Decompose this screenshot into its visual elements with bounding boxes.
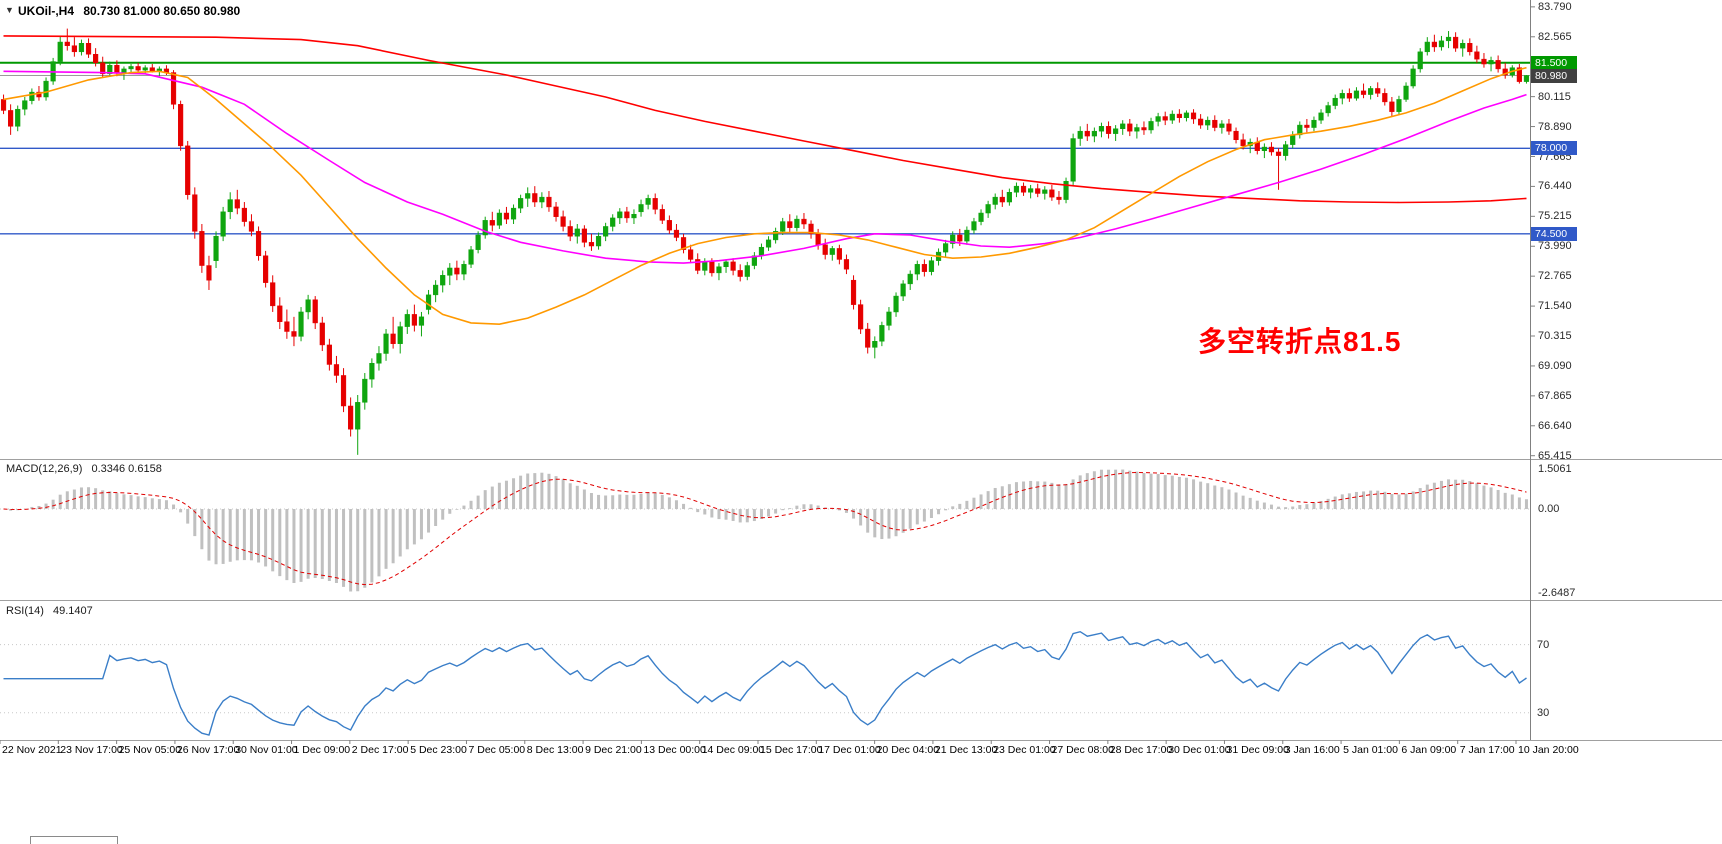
price-axis-label: 76.440 <box>1538 180 1572 193</box>
price-axis-label: 72.765 <box>1538 270 1572 283</box>
price-axis-label: 73.990 <box>1538 240 1572 253</box>
price-badge-78.000: 78.000 <box>1531 141 1577 156</box>
time-axis-label: 14 Dec 09:00 <box>701 744 765 756</box>
ma-medium-magenta <box>3 70 1527 264</box>
rsi-scale-label-70: 70 <box>1537 638 1550 651</box>
macd-histogram <box>9 469 1528 592</box>
price-axis-label: 69.090 <box>1538 359 1572 372</box>
macd-label: MACD(12,26,9) <box>6 463 83 475</box>
rsi-scale-label-30: 30 <box>1537 706 1550 719</box>
macd-scale-max: 1.5061 <box>1538 463 1572 475</box>
time-axis-label: 31 Dec 09:00 <box>1226 744 1289 756</box>
time-axis-label: 7 Dec 05:00 <box>468 744 526 756</box>
time-axis-label: 8 Dec 13:00 <box>526 744 584 756</box>
time-axis-label: 9 Dec 21:00 <box>585 744 642 756</box>
rsi-line <box>3 630 1527 736</box>
time-axis-label: 3 Jan 16:00 <box>1284 744 1340 756</box>
price-axis-label: 75.215 <box>1538 210 1572 223</box>
price-axis-label: 82.565 <box>1538 30 1572 43</box>
price-axis-label: 67.865 <box>1538 389 1572 402</box>
macd-signal-line <box>3 471 1527 586</box>
time-axis-label: 20 Dec 04:00 <box>876 744 940 756</box>
time-axis-label: 7 Jan 17:00 <box>1459 744 1515 756</box>
time-axis-label: 5 Jan 01:00 <box>1343 744 1398 756</box>
candlestick-series <box>0 28 1530 455</box>
time-axis-label: 2 Dec 17:00 <box>351 744 409 756</box>
time-axis-label: 23 Nov 17:00 <box>60 744 123 756</box>
time-axis-label: 5 Dec 23:00 <box>410 744 467 756</box>
time-axis-label: 22 Nov 2021 <box>2 744 62 756</box>
time-axis-label: 1 Dec 09:00 <box>293 744 351 756</box>
time-axis-label: 25 Nov 05:00 <box>118 744 182 756</box>
time-axis-label: 30 Nov 01:00 <box>235 744 298 756</box>
rsi-title: RSI(14) 49.1407 <box>6 605 99 617</box>
price-axis-label: 78.890 <box>1538 120 1572 133</box>
price-axis-label: 71.540 <box>1538 300 1572 313</box>
bottom-left-box[interactable] <box>30 836 118 844</box>
time-axis-label: 17 Dec 01:00 <box>818 744 881 756</box>
rsi-label: RSI(14) <box>6 605 44 617</box>
time-axis-label: 28 Dec 17:00 <box>1109 744 1173 756</box>
time-axis-label: 6 Jan 09:00 <box>1401 744 1457 756</box>
ma-slow-red <box>3 35 1527 204</box>
time-axis-label: 26 Nov 17:00 <box>176 744 240 756</box>
macd-values: 0.3346 0.6158 <box>91 463 162 475</box>
price-axis-label: 65.415 <box>1538 449 1572 462</box>
time-axis-label: 23 Dec 01:00 <box>993 744 1056 756</box>
time-axis-label: 27 Dec 08:00 <box>1051 744 1114 756</box>
price-badge-74.500: 74.500 <box>1531 226 1577 241</box>
time-axis-label: 30 Dec 01:00 <box>1168 744 1231 756</box>
ohlc-readout: 80.730 81.000 80.650 80.980 <box>83 4 241 18</box>
time-axis-label: 21 Dec 13:00 <box>934 744 998 756</box>
time-axis-label: 15 Dec 17:00 <box>760 744 823 756</box>
price-badge-81.500: 81.500 <box>1531 55 1577 70</box>
price-badge-80.980: 80.980 <box>1531 68 1577 83</box>
chart-title: UKOil-,H4 80.730 81.000 80.650 80.980 <box>18 4 246 18</box>
macd-scale-min: -2.6487 <box>1538 587 1576 599</box>
symbol-period-label: UKOil-,H4 <box>18 4 75 18</box>
macd-scale-zero: 0.00 <box>1538 503 1560 515</box>
price-axis-label: 66.640 <box>1538 419 1572 432</box>
trend-annotation[interactable]: 多空转折点81.5 <box>1198 326 1402 357</box>
macd-title: MACD(12,26,9) 0.3346 0.6158 <box>6 463 168 475</box>
time-axis-label: 10 Jan 20:00 <box>1518 744 1579 756</box>
ma-fast-orange <box>3 66 1527 326</box>
price-axis-label: 70.315 <box>1538 330 1572 342</box>
price-axis-label: 80.115 <box>1538 90 1571 103</box>
rsi-values: 49.1407 <box>52 605 93 617</box>
quick-trade-arrow-icon[interactable]: ▼ <box>5 5 14 15</box>
time-axis-label: 13 Dec 00:00 <box>643 744 706 756</box>
price-axis-label: 83.790 <box>1538 0 1572 13</box>
